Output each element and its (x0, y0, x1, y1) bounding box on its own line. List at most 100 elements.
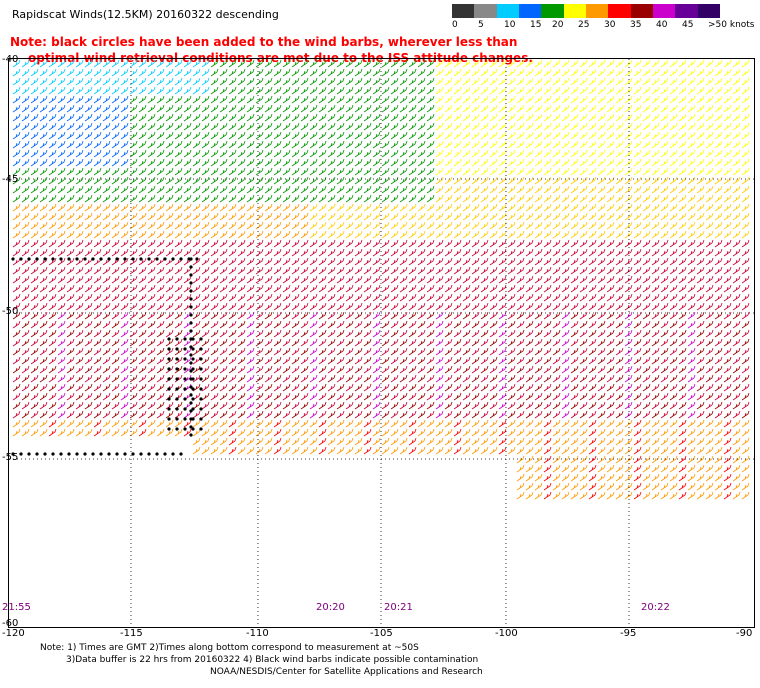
wind-barb (669, 356, 678, 365)
wind-barb (246, 374, 255, 383)
wind-barb (12, 59, 21, 68)
wind-barb (192, 158, 201, 167)
wind-barb (678, 482, 687, 491)
contamination-dot (183, 387, 187, 391)
wind-barb (489, 158, 498, 167)
wind-barb (84, 320, 93, 329)
lat-label-50: -50 (2, 306, 19, 317)
wind-barb (633, 473, 642, 482)
wind-barb (102, 401, 111, 410)
wind-barb (444, 239, 453, 248)
wind-barb (390, 383, 399, 392)
wind-barb (444, 356, 453, 365)
wind-barb (453, 248, 462, 257)
wind-barb (57, 95, 66, 104)
wind-barb (480, 392, 489, 401)
wind-barb (282, 203, 291, 212)
wind-barb (444, 257, 453, 266)
wind-barb (516, 446, 525, 455)
contamination-dot (175, 377, 179, 381)
wind-barb (570, 248, 579, 257)
wind-barb (642, 122, 651, 131)
wind-barb (615, 446, 624, 455)
wind-barb (390, 446, 399, 455)
contamination-dot (83, 257, 87, 261)
wind-barb (660, 392, 669, 401)
wind-barb (201, 410, 210, 419)
wind-barb (597, 374, 606, 383)
colorbar-label-9: 45 (682, 20, 694, 30)
wind-barb (570, 203, 579, 212)
wind-barb (237, 338, 246, 347)
wind-barb (255, 77, 264, 86)
wind-barb (381, 149, 390, 158)
wind-barb (264, 266, 273, 275)
wind-barb (354, 428, 363, 437)
wind-barb (462, 140, 471, 149)
footnote: Note: 1) Times are GMT 2)Times along bot… (40, 642, 478, 666)
wind-barb (48, 428, 57, 437)
wind-barb (48, 311, 57, 320)
wind-barb (534, 194, 543, 203)
contamination-dot (167, 377, 171, 381)
wind-barb (714, 95, 723, 104)
wind-barb (129, 131, 138, 140)
wind-barb (102, 131, 111, 140)
wind-barb (129, 365, 138, 374)
wind-barb (642, 95, 651, 104)
wind-barb (39, 194, 48, 203)
wind-barb (12, 248, 21, 257)
wind-barb (597, 77, 606, 86)
wind-barb (48, 203, 57, 212)
wind-barb (471, 86, 480, 95)
wind-barb (57, 149, 66, 158)
wind-barb (93, 347, 102, 356)
wind-barb (264, 212, 273, 221)
wind-barb (642, 365, 651, 374)
wind-barb (741, 266, 750, 275)
wind-barb (39, 320, 48, 329)
wind-barb (705, 401, 714, 410)
wind-barb (417, 347, 426, 356)
wind-barb (660, 347, 669, 356)
wind-barb (273, 257, 282, 266)
colorbar-swatch-5 (563, 4, 586, 18)
wind-barb (66, 68, 75, 77)
wind-barb (507, 401, 516, 410)
wind-barb (165, 77, 174, 86)
wind-barb (12, 410, 21, 419)
wind-barb (228, 428, 237, 437)
wind-barb (552, 176, 561, 185)
wind-barb (543, 203, 552, 212)
wind-barb (273, 149, 282, 158)
wind-barb (696, 347, 705, 356)
wind-barb (471, 68, 480, 77)
wind-barb (723, 284, 732, 293)
wind-barb (102, 311, 111, 320)
wind-barb (498, 113, 507, 122)
wind-barb (426, 95, 435, 104)
wind-barb (255, 185, 264, 194)
wind-barb (255, 338, 264, 347)
wind-barb (588, 230, 597, 239)
wind-barb (246, 95, 255, 104)
wind-barb (120, 212, 129, 221)
wind-barb (534, 338, 543, 347)
wind-barb (507, 284, 516, 293)
wind-barb (129, 266, 138, 275)
wind-barb (210, 266, 219, 275)
wind-barb (426, 185, 435, 194)
wind-barb (291, 410, 300, 419)
wind-barb (120, 131, 129, 140)
wind-barb (318, 239, 327, 248)
wind-barb (651, 275, 660, 284)
wind-barb (525, 437, 534, 446)
wind-barb (471, 158, 480, 167)
wind-barb (471, 410, 480, 419)
contamination-dot (83, 452, 87, 456)
wind-barb (408, 131, 417, 140)
wind-barb (48, 230, 57, 239)
wind-barb (678, 59, 687, 68)
wind-barb (228, 185, 237, 194)
wind-barb (561, 140, 570, 149)
